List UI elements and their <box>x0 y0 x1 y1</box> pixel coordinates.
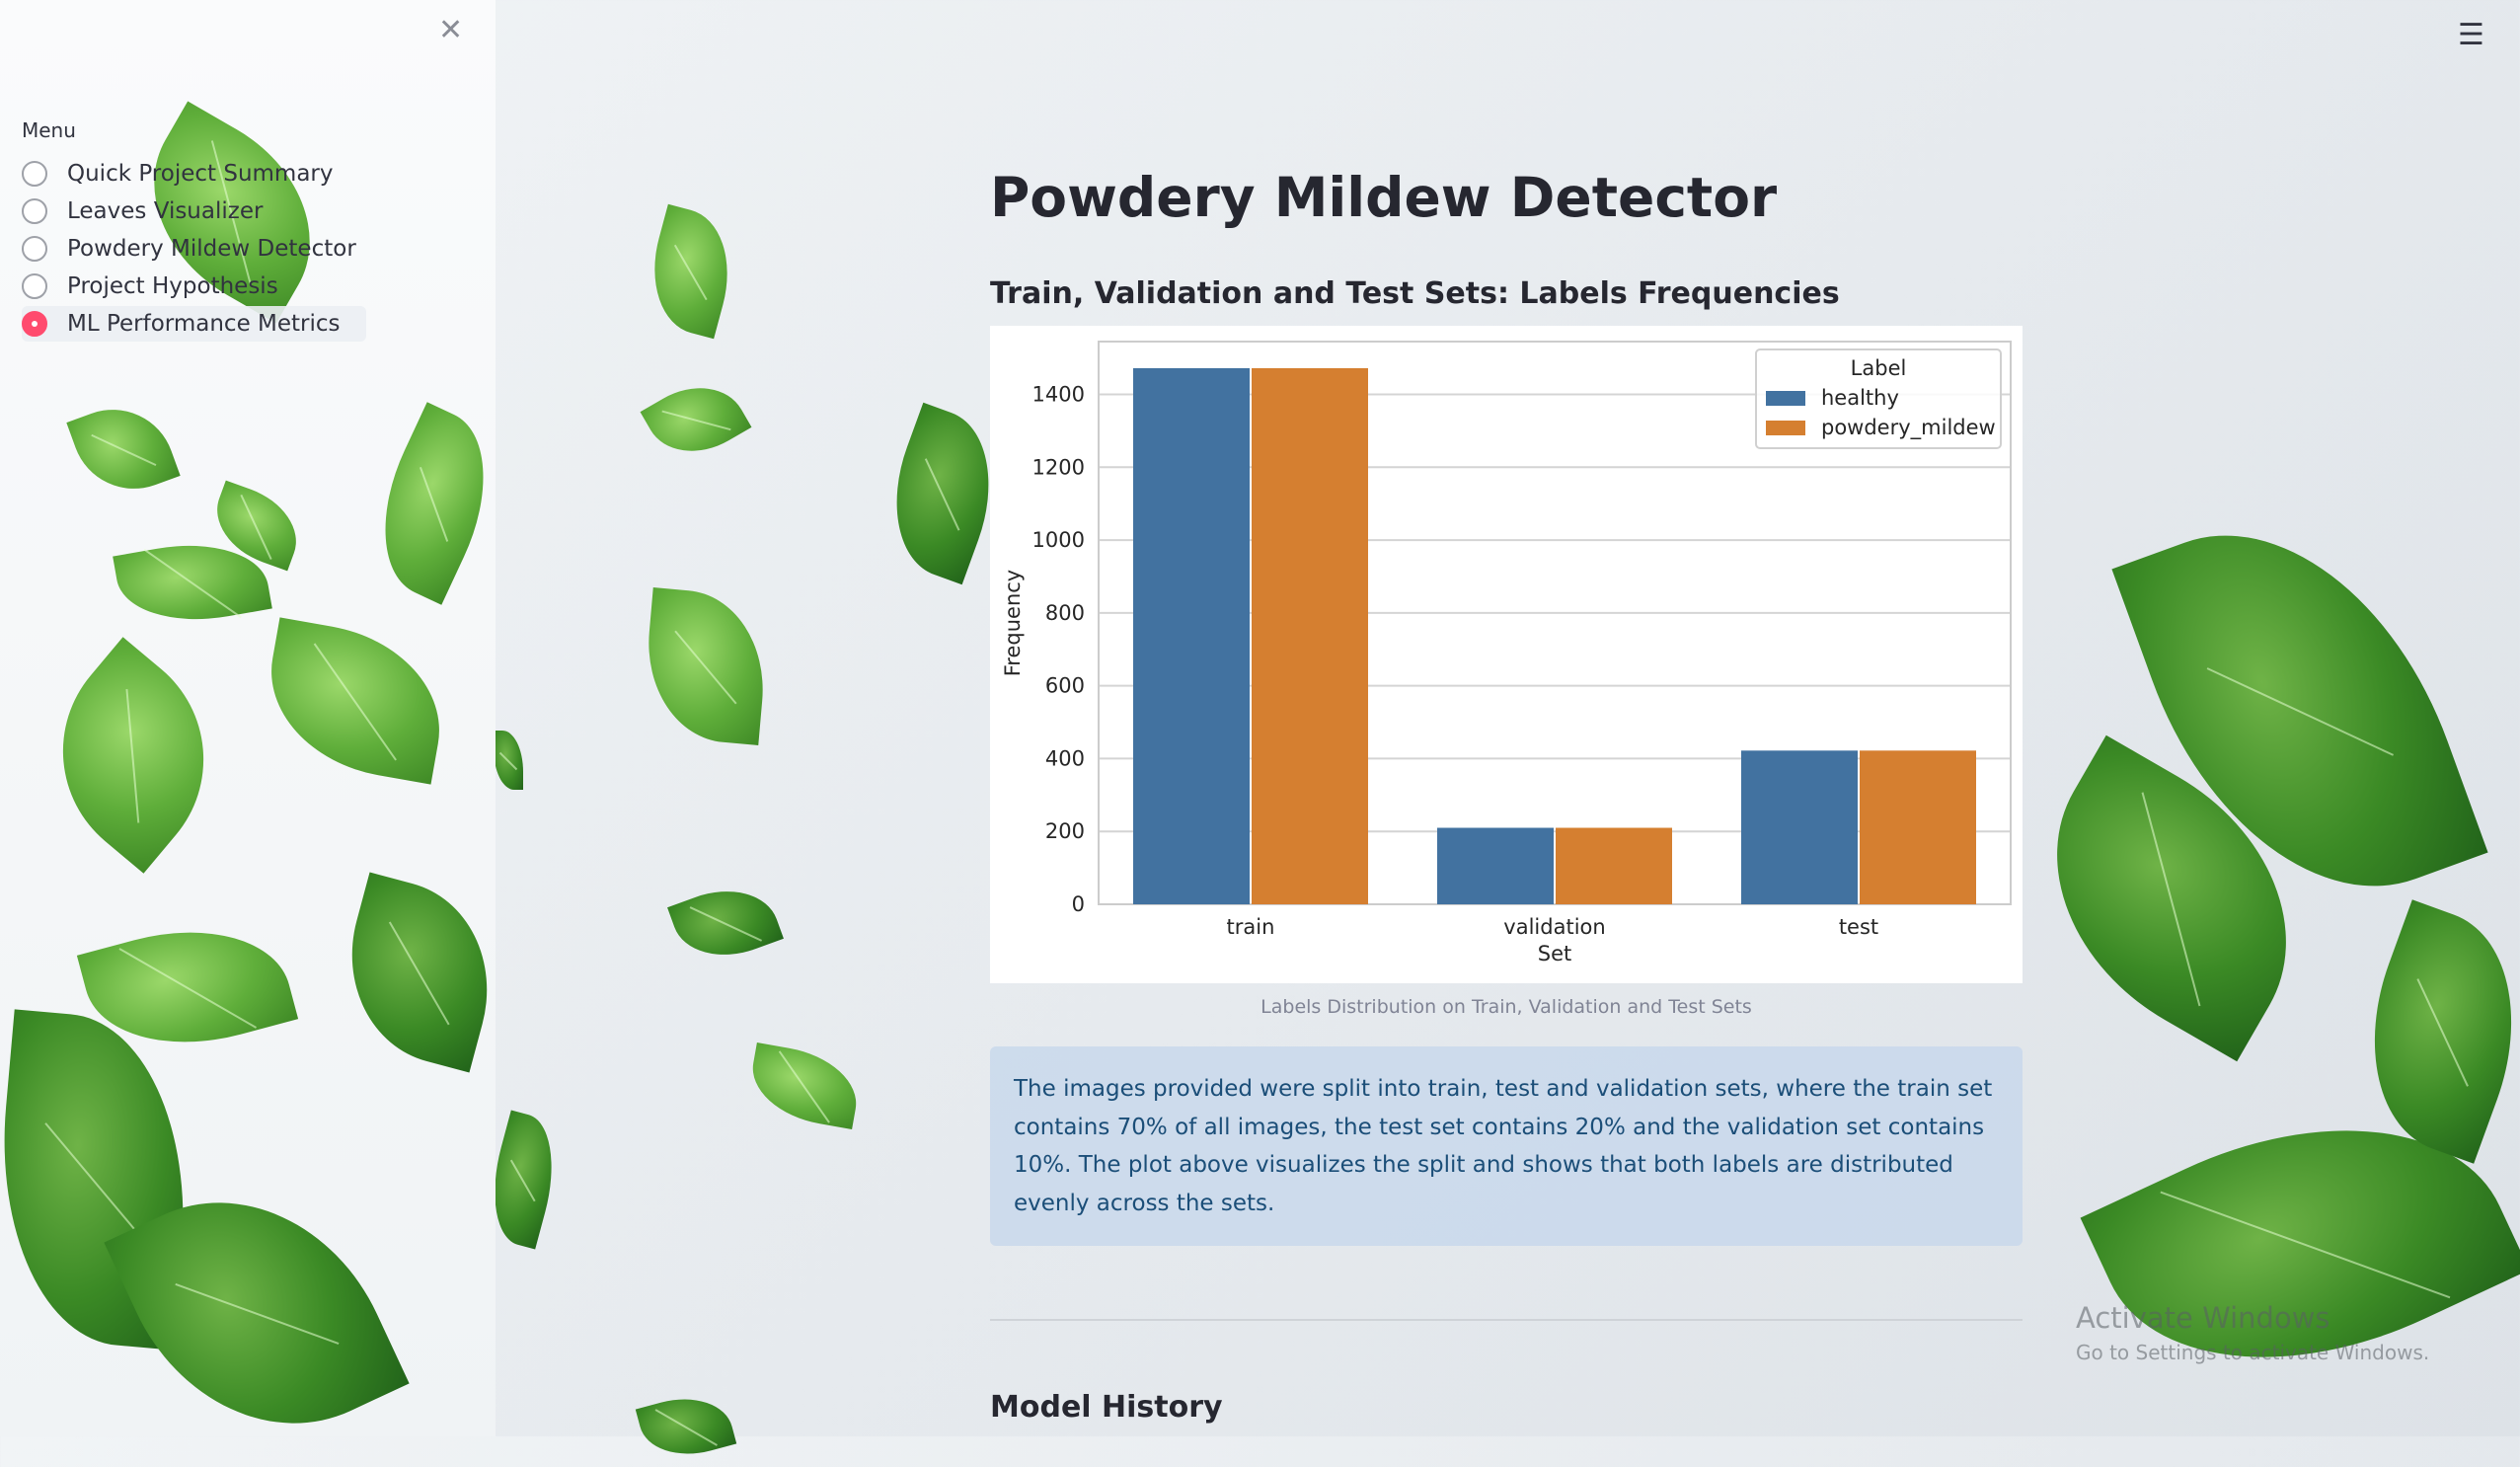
radio-button[interactable] <box>22 198 47 224</box>
background-leaf <box>256 617 455 785</box>
background-leaf <box>640 587 772 745</box>
menu-item-label: Leaves Visualizer <box>67 198 264 224</box>
menu-item-leaves-visualizer[interactable]: Leaves Visualizer <box>22 193 366 229</box>
x-axis-label: Set <box>1538 942 1571 965</box>
y-tick-label: 0 <box>1072 892 1085 916</box>
y-tick-label: 400 <box>1045 746 1085 770</box>
legend-swatch-powdery_mildew <box>1766 421 1805 435</box>
background-leaf <box>2334 899 2520 1164</box>
section-divider <box>990 1319 2023 1321</box>
background-leaf <box>494 731 523 790</box>
menu-item-label: Powdery Mildew Detector <box>67 236 356 262</box>
model-history-heading: Model History <box>990 1390 1223 1425</box>
info-alert: The images provided were split into trai… <box>990 1046 2023 1246</box>
background-leaf <box>667 874 784 972</box>
background-leaf <box>637 203 745 340</box>
background-leaf <box>640 367 752 472</box>
background-leaf <box>635 1386 737 1467</box>
radio-button[interactable] <box>22 273 47 299</box>
menu-item-powdery-mildew-detector[interactable]: Powdery Mildew Detector <box>22 231 366 267</box>
legend-label-healthy: healthy <box>1821 386 1899 410</box>
legend-label-powdery_mildew: powdery_mildew <box>1821 416 1996 440</box>
sidebar: ✕ Menu Quick Project Summary Leaves Visu… <box>0 0 496 1436</box>
bar-healthy-train <box>1133 367 1250 905</box>
menu-item-label: Project Hypothesis <box>67 273 278 299</box>
x-tick-label: validation <box>1503 915 1605 939</box>
windows-activation-watermark: Activate Windows Go to Settings to activ… <box>2076 1301 2429 1364</box>
bar-powdery_mildew-validation <box>1556 827 1672 904</box>
bar-powdery_mildew-test <box>1860 750 1976 904</box>
hamburger-menu-icon: ☰ <box>2458 18 2484 52</box>
menu-radio-group: Quick Project Summary Leaves Visualizer … <box>22 156 366 344</box>
page-title: Powdery Mildew Detector <box>990 166 1778 229</box>
y-tick-label: 200 <box>1045 819 1085 843</box>
background-leaf <box>351 402 496 605</box>
legend-box <box>1755 348 2002 449</box>
chart-heading: Train, Validation and Test Sets: Labels … <box>990 276 1840 311</box>
info-alert-text: The images provided were split into trai… <box>1014 1076 1993 1216</box>
background-leaf <box>66 392 181 506</box>
y-tick-label: 600 <box>1045 674 1085 698</box>
close-sidebar-button[interactable]: ✕ <box>438 16 463 45</box>
x-tick-label: test <box>1839 915 1878 939</box>
y-tick-label: 1200 <box>1032 455 1085 479</box>
bar-powdery_mildew-train <box>1252 367 1368 905</box>
x-tick-label: train <box>1227 915 1275 939</box>
chart-caption: Labels Distribution on Train, Validation… <box>1260 996 1752 1018</box>
menu-item-project-hypothesis[interactable]: Project Hypothesis <box>22 269 366 304</box>
menu-item-label: ML Performance Metrics <box>67 311 341 337</box>
y-tick-label: 1400 <box>1032 382 1085 406</box>
background-leaf <box>744 1042 865 1130</box>
radio-button-selected[interactable] <box>22 311 47 337</box>
watermark-line-2: Go to Settings to activate Windows. <box>2076 1341 2430 1364</box>
radio-button[interactable] <box>22 161 47 187</box>
bar-healthy-validation <box>1437 827 1554 904</box>
y-tick-label: 1000 <box>1032 528 1085 552</box>
y-tick-label: 800 <box>1045 601 1085 625</box>
watermark-line-1: Activate Windows <box>2076 1301 2330 1335</box>
labels-frequency-chart: 0 200 400 600 800 1000 1200 1400 train validation… <box>990 326 2023 983</box>
legend-swatch-healthy <box>1766 391 1805 406</box>
menu-item-ml-performance-metrics[interactable]: ML Performance Metrics <box>22 306 366 342</box>
menu-item-label: Quick Project Summary <box>67 161 334 187</box>
menu-label: Menu <box>22 118 76 142</box>
bar-chart-svg: 0 200 400 600 800 1000 1200 1400 train validation… <box>1001 341 2012 965</box>
main-menu-button[interactable]: ☰ <box>2458 18 2484 52</box>
bar-healthy-test <box>1741 750 1858 904</box>
background-leaf <box>326 872 496 1073</box>
legend-title: Label <box>1851 356 1907 380</box>
y-axis-label: Frequency <box>1001 570 1025 677</box>
close-icon: ✕ <box>438 13 464 47</box>
radio-button[interactable] <box>22 236 47 262</box>
menu-item-quick-project-summary[interactable]: Quick Project Summary <box>22 156 366 192</box>
plot-frame <box>1098 341 2012 905</box>
background-leaf <box>15 637 252 874</box>
